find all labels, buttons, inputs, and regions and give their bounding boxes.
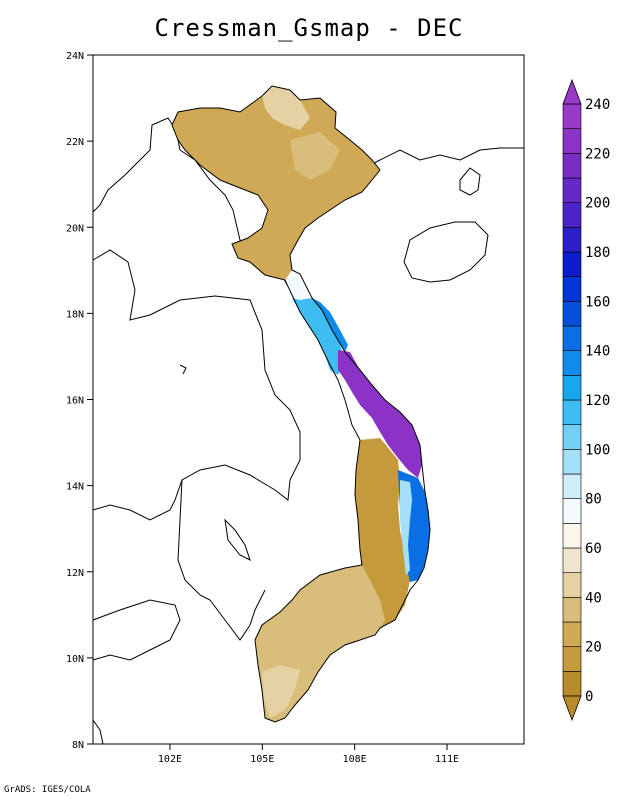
colorbar-swatch: [562, 473, 582, 499]
colorbar-swatch: [562, 572, 582, 598]
colorbar-label: 20: [585, 640, 602, 656]
colorbar-swatch: [562, 424, 582, 450]
colorbar-max-arrow: [562, 78, 582, 105]
colorbar-label: 240: [585, 97, 610, 113]
region-north: [172, 86, 380, 280]
colorbar-swatch: [562, 547, 582, 573]
colorbar-swatch: [562, 128, 582, 154]
colorbar-swatch: [562, 498, 582, 524]
lon-tick-label: 102E: [158, 754, 182, 765]
colorbar-label: 80: [585, 492, 602, 508]
colorbar-swatch: [562, 350, 582, 376]
colorbar: 0 20 40 60 80 100 120 140 160 180 200 220 240: [562, 78, 610, 722]
colorbar-label: 60: [585, 541, 602, 557]
colorbar-label: 40: [585, 590, 602, 606]
colorbar-swatch: [562, 449, 582, 475]
colorbar-label: 160: [585, 294, 610, 310]
map-title: Cressman_Gsmap - DEC: [154, 14, 464, 42]
colorbar-swatch: [562, 177, 582, 203]
lat-tick-label: 12N: [66, 568, 84, 579]
colorbar-swatch: [562, 671, 582, 697]
lon-tick-label: 108E: [343, 754, 367, 765]
precip-field: [172, 86, 430, 722]
colorbar-swatch: [562, 523, 582, 549]
vietnam-outline: [171, 85, 431, 723]
lat-tick-label: 18N: [66, 309, 84, 320]
lat-tick-label: 24N: [66, 51, 84, 62]
colorbar-swatch: [562, 103, 582, 129]
region-sc-light: [400, 480, 412, 575]
colorbar-swatch: [562, 646, 582, 672]
lat-tick-label: 8N: [72, 740, 84, 751]
colorbar-swatch: [562, 375, 582, 401]
colorbar-label: 120: [585, 393, 610, 409]
colorbar-label: 180: [585, 245, 610, 261]
colorbar-swatch: [562, 325, 582, 351]
colorbar-swatch: [562, 399, 582, 425]
lat-tick-label: 16N: [66, 396, 84, 407]
colorbar-label: 100: [585, 442, 610, 458]
lon-tick-label: 105E: [250, 754, 274, 765]
colorbar-label: 220: [585, 146, 610, 162]
colorbar-swatch: [562, 227, 582, 253]
region-central-purple: [338, 350, 422, 478]
lat-tick-label: 10N: [66, 654, 84, 665]
credit-label: GrADS: IGES/COLA: [4, 785, 91, 795]
lat-tick-label: 14N: [66, 482, 84, 493]
colorbar-swatch: [562, 597, 582, 623]
region-south-light: [262, 665, 300, 718]
region-north-light: [262, 86, 310, 130]
colorbar-label: 140: [585, 344, 610, 360]
lat-tick-label: 22N: [66, 137, 84, 148]
lat-tick-label: 20N: [66, 223, 84, 234]
colorbar-swatch: [562, 153, 582, 179]
region-nc-cyan: [292, 298, 345, 375]
colorbar-min-arrow: [562, 695, 582, 722]
map-axes: 102E 105E 108E 111E 24N 22N 20N 18N 16N 14N 12N 10N…: [66, 51, 459, 765]
colorbar-label: 0: [585, 689, 593, 705]
lon-tick-label: 111E: [435, 754, 459, 765]
colorbar-swatch: [562, 301, 582, 327]
colorbar-swatch: [562, 621, 582, 647]
region-north-mid: [290, 132, 340, 180]
colorbar-swatch: [562, 202, 582, 228]
colorbar-label: 200: [585, 196, 610, 212]
colorbar-swatch: [562, 251, 582, 277]
colorbar-swatch: [562, 276, 582, 302]
